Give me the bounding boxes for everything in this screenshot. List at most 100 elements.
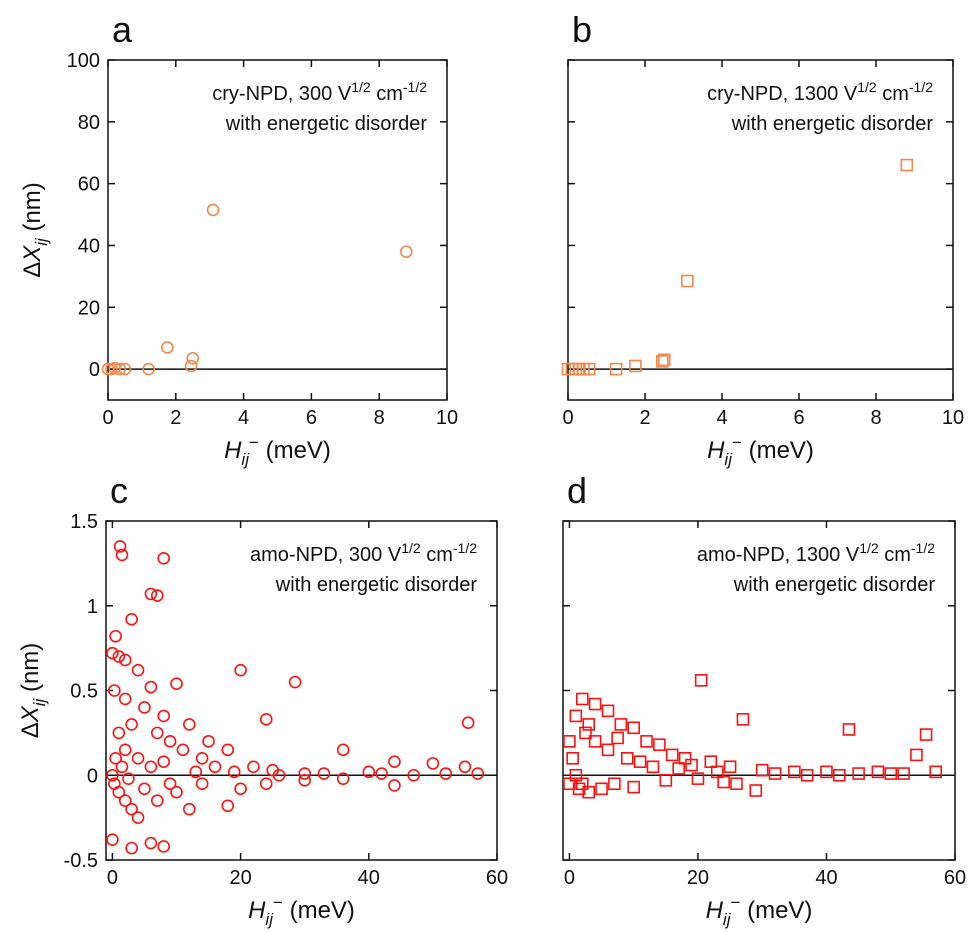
annotation-part: -1/2: [453, 540, 477, 556]
y-tick-label: 40: [78, 235, 100, 257]
point: [195, 777, 209, 791]
point: [614, 718, 628, 731]
point: [833, 768, 846, 782]
plot-frame: [567, 59, 954, 401]
x-tick-label: 6: [306, 407, 317, 429]
point: [653, 738, 666, 752]
point: [298, 767, 312, 780]
annotation-part: with energetic disorder: [275, 574, 478, 596]
point: [620, 751, 634, 765]
x-axis-label-part: −: [249, 433, 259, 452]
annotation-part: cm: [879, 544, 911, 566]
point: [595, 782, 608, 796]
point: [704, 755, 718, 768]
panel-label: a: [112, 9, 133, 50]
point: [657, 353, 671, 367]
point: [691, 772, 705, 785]
point: [106, 646, 119, 660]
x-tick-label: 10: [436, 407, 458, 429]
y-axis-label-part: (nm): [19, 182, 46, 238]
point: [125, 718, 138, 731]
point: [195, 751, 209, 765]
point: [461, 716, 475, 730]
y-tick-label: 60: [78, 174, 100, 196]
point: [800, 768, 814, 782]
annotation-part: -1/2: [911, 540, 935, 556]
point: [471, 767, 485, 780]
point: [672, 762, 685, 775]
point: [659, 774, 673, 787]
point: [125, 802, 138, 816]
point: [919, 728, 933, 741]
point: [678, 751, 692, 765]
point: [118, 362, 132, 376]
x-axis-label-part: H: [707, 437, 725, 464]
point: [288, 675, 302, 689]
y-axis-label-part: X: [17, 705, 44, 723]
point: [234, 782, 247, 796]
point: [150, 726, 164, 740]
panel: d 0 20 40 60 amo-NPD, 1300 V1/2 cm-1/2 with en…: [562, 470, 966, 929]
point: [221, 799, 235, 813]
point: [582, 718, 596, 731]
point: [138, 782, 151, 796]
point: [611, 731, 624, 745]
point: [234, 663, 247, 677]
point: [788, 765, 801, 779]
point: [884, 767, 898, 780]
x-axis-label-part: ij: [723, 910, 732, 929]
point: [609, 362, 623, 376]
y-axis-label-part: ij: [32, 237, 51, 246]
point: [144, 680, 158, 694]
annotation-part: cry-NPD, 300 V: [212, 83, 352, 105]
plot-frame: [107, 59, 448, 401]
point: [221, 743, 235, 757]
point: [601, 743, 615, 757]
x-axis-label-part: ij: [265, 910, 274, 929]
y-axis-label: ΔXij (nm): [17, 643, 49, 739]
annotation-part: 1/2: [857, 79, 877, 95]
annotation-part: cm: [371, 83, 403, 105]
point: [101, 362, 115, 376]
point: [183, 718, 196, 731]
x-tick-label: 0: [562, 407, 573, 429]
point: [375, 767, 388, 780]
x-axis-label: Hij− (meV): [706, 893, 813, 929]
plot-frame: [105, 520, 498, 861]
annotation: with energetic disorder: [731, 113, 934, 135]
point: [569, 709, 583, 723]
point: [125, 613, 138, 626]
annotation-part: 1/2: [859, 540, 879, 556]
x-tick-label: 8: [870, 407, 881, 429]
point: [170, 677, 183, 691]
x-tick-label: 40: [358, 867, 380, 889]
x-axis-label: Hij− (meV): [707, 433, 814, 469]
x-tick-label: 0: [102, 407, 113, 429]
point: [569, 768, 583, 782]
point: [112, 726, 126, 740]
x-axis-label-part: −: [730, 893, 740, 912]
x-tick-label: 2: [170, 407, 181, 429]
point: [227, 765, 241, 779]
x-axis-label-part: −: [273, 893, 283, 912]
point: [142, 362, 155, 376]
panel: c 0 20 40 60 -0.5 0 0.5 1 1.5 amo-NPD, 300 V1/2 cm…: [17, 470, 508, 929]
point: [108, 684, 121, 697]
y-axis-label-part: X: [19, 245, 46, 263]
point: [572, 782, 586, 796]
point: [627, 780, 640, 794]
point: [601, 704, 615, 718]
point: [157, 551, 170, 565]
annotation-part: 1/2: [351, 79, 371, 95]
point: [161, 341, 174, 354]
point: [588, 697, 602, 711]
annotation-part: amo-NPD, 300 V: [250, 544, 402, 566]
point: [665, 748, 679, 762]
x-tick-label: 20: [687, 867, 709, 889]
point: [629, 359, 642, 373]
point: [717, 775, 730, 789]
point: [407, 768, 420, 782]
x-axis-label-part: ij: [241, 450, 250, 469]
point: [125, 841, 138, 855]
